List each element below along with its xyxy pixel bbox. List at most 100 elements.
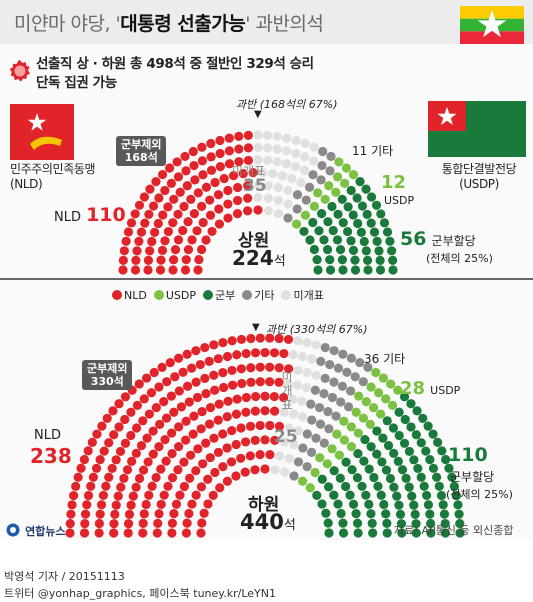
seat-NLD bbox=[140, 218, 150, 228]
seat-군부 bbox=[397, 465, 408, 475]
seat-NLD bbox=[154, 193, 164, 203]
seat-미개표 bbox=[270, 465, 280, 475]
seat-군부 bbox=[394, 500, 404, 510]
seat-기타 bbox=[307, 415, 317, 425]
seat-NLD bbox=[150, 227, 160, 237]
seat-군부 bbox=[333, 499, 343, 509]
seat-NLD bbox=[153, 518, 163, 528]
seat-미개표 bbox=[302, 367, 312, 378]
seat-NLD bbox=[166, 178, 176, 188]
seat-NLD bbox=[145, 246, 155, 256]
seat-NLD bbox=[66, 509, 76, 519]
seat-NLD bbox=[169, 255, 179, 265]
seat-NLD bbox=[172, 157, 182, 167]
seat-NLD bbox=[153, 218, 163, 229]
seat-NLD bbox=[250, 465, 260, 475]
seat-NLD bbox=[91, 463, 102, 473]
seat-군부 bbox=[361, 184, 371, 194]
seat-NLD bbox=[169, 407, 179, 417]
seat-NLD bbox=[95, 455, 105, 465]
page-title: 미얀마 야당, '대통령 선출가능' 과반의석 bbox=[14, 9, 324, 36]
usdp-name: 통합단결발전당 bbox=[441, 162, 517, 176]
seat-NLD bbox=[223, 185, 233, 196]
seat-NLD bbox=[83, 446, 93, 456]
seat-NLD bbox=[197, 244, 207, 255]
seat-NLD bbox=[142, 433, 152, 443]
seat-군부 bbox=[404, 446, 415, 457]
seat-미개표 bbox=[288, 394, 298, 404]
seat-미개표 bbox=[263, 130, 273, 140]
seat-군부 bbox=[363, 265, 373, 275]
seat-NLD bbox=[67, 500, 77, 510]
seat-NLD bbox=[205, 453, 215, 463]
seat-미개표 bbox=[299, 165, 310, 175]
seat-NLD bbox=[155, 265, 166, 275]
seat-NLD bbox=[110, 509, 120, 519]
seat-NLD bbox=[208, 490, 218, 500]
seat-NLD bbox=[214, 399, 224, 409]
lower-nld-number: 238 bbox=[30, 444, 72, 468]
seat-NLD bbox=[187, 235, 197, 245]
seat-NLD bbox=[134, 200, 145, 210]
seat-군부 bbox=[346, 236, 356, 246]
seat-군부 bbox=[412, 406, 422, 416]
seat-NLD bbox=[206, 165, 217, 175]
seat-군부 bbox=[366, 509, 376, 519]
seat-NLD bbox=[145, 184, 155, 194]
seat-NLD bbox=[176, 402, 187, 412]
seat-NLD bbox=[181, 255, 191, 265]
seat-NLD bbox=[193, 265, 203, 275]
nld-flag-icon bbox=[10, 104, 74, 160]
seat-NLD bbox=[232, 350, 242, 360]
seat-NLD bbox=[203, 474, 213, 484]
legend-label: 군부 bbox=[214, 289, 236, 302]
seat-USDP bbox=[358, 413, 369, 423]
upper-military-count: 56 군부할당 bbox=[400, 228, 476, 250]
seat-NLD bbox=[184, 397, 194, 407]
seat-군부 bbox=[347, 465, 357, 475]
seat-기타 bbox=[343, 402, 354, 412]
seat-NLD bbox=[126, 218, 137, 228]
seat-NLD bbox=[116, 482, 126, 492]
seat-NLD bbox=[226, 457, 237, 467]
seat-NLD bbox=[144, 490, 154, 500]
seat-군부 bbox=[352, 473, 363, 483]
seat-기타 bbox=[358, 377, 368, 387]
seat-USDP bbox=[348, 169, 359, 180]
seat-NLD bbox=[136, 227, 147, 237]
seat-NLD bbox=[159, 490, 169, 500]
seat-NLD bbox=[71, 481, 81, 491]
seat-기타 bbox=[327, 392, 338, 403]
seat-NLD bbox=[270, 435, 280, 445]
seat-기타 bbox=[304, 182, 315, 192]
seat-NLD bbox=[189, 160, 199, 171]
seat-NLD bbox=[191, 377, 201, 387]
seat-NLD bbox=[157, 169, 168, 180]
seat-NLD bbox=[173, 209, 183, 219]
seat-군부 bbox=[440, 518, 450, 529]
seat-NLD bbox=[139, 509, 149, 519]
seat-미개표 bbox=[309, 156, 319, 166]
seat-군부 bbox=[357, 481, 367, 491]
lower-military-number: 110 bbox=[448, 444, 488, 466]
seat-군부 bbox=[350, 255, 360, 265]
seat-NLD bbox=[232, 209, 243, 219]
seat-미개표 bbox=[253, 130, 263, 140]
credit-line: 박영석 기자 / 20151113 bbox=[4, 570, 125, 583]
seat-NLD bbox=[191, 466, 201, 476]
seat-군부 bbox=[355, 176, 365, 187]
seat-군부 bbox=[369, 472, 379, 483]
seat-NLD bbox=[245, 421, 256, 431]
myanmar-flag-icon bbox=[460, 6, 524, 44]
social-line: 트위터 @yonhap_graphics, 페이스북 tuney.kr/LeYN… bbox=[4, 587, 276, 600]
seat-USDP bbox=[310, 467, 320, 478]
lower-undecided-number: 25 bbox=[274, 427, 298, 447]
seat-NLD bbox=[274, 363, 284, 373]
seat-미개표 bbox=[273, 182, 283, 193]
seat-NLD bbox=[161, 456, 171, 466]
seat-군부 bbox=[322, 244, 333, 255]
seat-미개표 bbox=[263, 193, 273, 203]
seat-NLD bbox=[130, 265, 141, 275]
seat-NLD bbox=[224, 146, 234, 156]
seat-군부 bbox=[325, 265, 336, 275]
